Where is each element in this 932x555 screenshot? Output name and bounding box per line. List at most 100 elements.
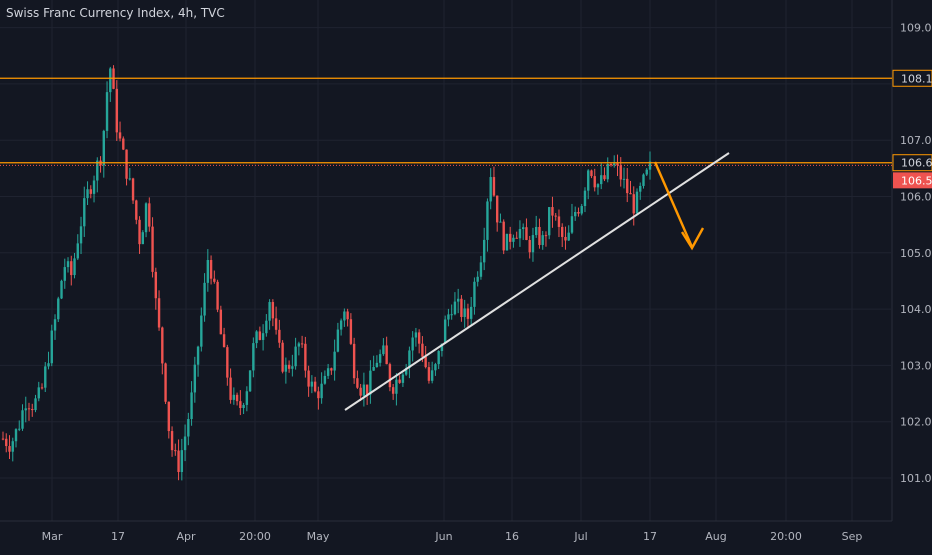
candle-body (482, 239, 486, 263)
candle (177, 439, 180, 481)
candle-body (14, 429, 18, 442)
candle-body (63, 267, 66, 281)
candle-body (278, 329, 281, 343)
candle-body (5, 438, 8, 447)
y-tick-label: 101.0 (900, 472, 932, 485)
candle (645, 167, 648, 177)
candle-body (538, 226, 541, 245)
candle-body (440, 343, 444, 352)
candle (603, 167, 606, 182)
candle (466, 303, 470, 329)
candle-body (70, 261, 73, 276)
candle-body (11, 441, 14, 452)
candle (401, 372, 405, 387)
x-tick-label: 20:00 (770, 530, 802, 543)
candle-body (73, 258, 76, 276)
arrow-head (680, 227, 705, 251)
candle (118, 121, 122, 142)
candle (310, 375, 314, 394)
projection-arrow[interactable] (653, 161, 705, 251)
candle-body (31, 409, 34, 411)
candle (395, 373, 398, 406)
candle (63, 258, 66, 289)
candle (619, 157, 622, 187)
candle (437, 350, 440, 370)
candle (531, 227, 535, 262)
candle (362, 372, 366, 407)
candle-body (170, 431, 174, 451)
candle (330, 367, 333, 375)
candle (320, 372, 323, 404)
candle-body (593, 176, 596, 188)
candle-body (401, 374, 405, 383)
x-tick-label: May (307, 530, 330, 543)
x-tick-label: Aug (705, 530, 726, 543)
price-axis[interactable]: 101.0 102.0 103.0 104.0 105.0 106.0 107.0 109.0… (892, 22, 932, 485)
x-tick-label: 20:00 (239, 530, 271, 543)
candle (5, 433, 8, 453)
candle-body (469, 306, 473, 319)
candle-body (443, 319, 447, 344)
candle-body (561, 226, 564, 237)
candle (229, 368, 232, 404)
candle-body (382, 345, 385, 355)
candle (388, 362, 392, 392)
candle-body (574, 212, 577, 217)
candle (596, 183, 600, 195)
candle-body (92, 180, 96, 194)
candle (427, 361, 431, 384)
candle-body (300, 343, 304, 345)
candle (73, 252, 76, 279)
candle (164, 362, 167, 405)
candle-body (235, 394, 239, 402)
candle (336, 322, 340, 353)
candle (495, 195, 499, 232)
candle-body (138, 219, 141, 245)
time-axis[interactable]: Mar 17 Apr 20:00 May Jun 16 Jul 17 Aug 20:00 Sep (42, 530, 863, 543)
candle (70, 255, 73, 286)
candle-body (109, 68, 112, 93)
candle-body (118, 132, 122, 139)
candle (294, 337, 297, 370)
candle-body (336, 329, 340, 352)
candle-body (528, 239, 531, 253)
candle (297, 341, 301, 356)
candle-body (495, 195, 499, 223)
candle-body (411, 337, 414, 351)
candle-body (398, 379, 401, 383)
candle-body (242, 404, 245, 408)
candle-body (447, 314, 450, 320)
candle-body (183, 436, 187, 451)
candle-body (297, 343, 301, 347)
candle-body (346, 311, 349, 320)
candle-body (79, 226, 83, 244)
candle-body (372, 367, 375, 371)
candle-body (252, 343, 255, 371)
candle-body (167, 401, 171, 432)
candle-body (245, 391, 249, 405)
candle (83, 186, 86, 237)
candle (115, 80, 118, 141)
candle-body (255, 331, 258, 344)
candle-body (89, 189, 92, 194)
candle (18, 420, 21, 432)
candle (154, 267, 158, 310)
candle-body (281, 342, 284, 372)
candle-body (1, 438, 5, 440)
trendline[interactable] (344, 152, 730, 411)
candle (213, 270, 216, 284)
candle-body (154, 271, 158, 299)
candle (551, 196, 554, 228)
candle (57, 296, 60, 323)
candle-body (219, 309, 223, 335)
last-price-label: 106.5 (893, 172, 932, 189)
candle-body (541, 235, 544, 245)
candle (248, 370, 252, 392)
candle-body (544, 235, 548, 237)
candle-body (265, 320, 268, 334)
candle-body (606, 163, 609, 180)
candle (60, 279, 63, 300)
candle (414, 327, 418, 347)
